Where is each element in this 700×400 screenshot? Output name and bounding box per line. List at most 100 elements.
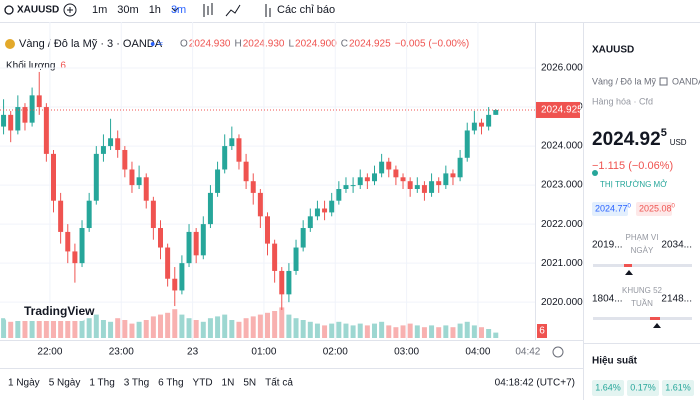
candle-body [1,114,7,127]
range-button[interactable]: 5N [243,378,256,389]
dropdown[interactable] [171,7,179,12]
candle-body [222,146,228,170]
volume-bar [108,321,114,338]
ohlc-value: 2024.925 [349,39,391,50]
volume-bar [186,318,192,338]
candle-body [300,228,306,248]
candle-body [257,192,263,217]
candle-body [100,146,106,154]
ohlc-label: C [341,39,348,50]
volume-bar [15,315,21,338]
volume-bar [379,321,385,338]
perf-value: 1.61% [665,382,691,392]
candle-body [265,216,270,244]
ohlc-value: 2024.930 [189,39,231,50]
volume-bar [29,316,35,338]
volume-bar [8,321,14,338]
volume-bar [229,320,235,338]
year-label: KHUNG 52 [622,286,663,295]
volume-bar [165,312,171,338]
volume-bar [1,318,7,338]
candle-body [122,149,128,170]
candle-body [336,188,342,201]
range-button[interactable]: 1 Ngày [8,378,40,389]
interval[interactable]: 30m [117,4,138,16]
legend-change: −0.005 (−0.00%) [395,39,470,50]
range-button[interactable]: 1 Thg [89,378,114,389]
bid: 2024.77 [595,203,628,213]
candle-body [72,251,78,264]
volume-tag-label: 6 [539,326,545,337]
volume-bar [279,307,285,338]
candle-body [436,181,442,186]
candle-body [400,177,406,182]
candle-body [229,138,235,147]
candle-body [357,177,363,186]
candle-body [93,153,99,201]
year-range-marker [653,323,661,328]
interval[interactable]: 1h [149,4,161,16]
candle-body [136,177,142,186]
volume-bar [393,327,399,338]
logo: TradingView [24,304,95,318]
range-button[interactable]: 6 Thg [158,378,183,389]
volume-bar [172,309,178,338]
x-tick-label: 23 [187,347,199,358]
candle-body [22,107,28,123]
x-tick-label: 02:00 [323,347,348,358]
candle-body [464,130,470,158]
interval[interactable]: 3m [171,4,186,16]
volume-bar [343,323,349,338]
symbol[interactable]: XAUUSD [17,5,59,16]
volume-value: 6 [60,61,66,72]
panel-exchange: OANDA [672,76,700,86]
candle-body [322,208,328,213]
panel-status: THỊ TRƯỜNG MỞ [600,180,667,189]
candle-body [86,200,92,229]
perf-box [662,380,694,396]
candle-body [43,107,49,154]
clock: 04:18:42 (UTC+7) [495,378,575,389]
panel-name: Vàng / Đô la Mỹ [592,76,657,86]
candle-body [108,138,114,147]
volume-bar [400,325,406,338]
volume-bar [450,327,456,338]
candle-body [179,263,185,291]
candle-body [350,185,356,187]
volume-bar [100,320,106,338]
candle-body [372,173,377,182]
add-icon-plus [67,7,73,13]
interval[interactable]: 1m [92,4,107,16]
candle-body [250,181,256,193]
volume-bar [257,314,263,338]
x-tick-label: 04:42 [515,347,540,358]
volume-bar [36,311,42,338]
settings-icon[interactable] [552,346,564,358]
range-button[interactable]: 1N [222,378,235,389]
range-button[interactable]: Tất cả [265,377,293,389]
indicators-button[interactable]: Các chỉ báo [277,4,335,16]
add-icon[interactable] [63,3,77,17]
candle-icon[interactable] [203,3,213,17]
perf-box [627,380,659,396]
candle-body [29,95,35,123]
range-button[interactable]: 3 Thg [124,378,149,389]
area-icon[interactable] [225,4,241,17]
candle-body [15,107,21,131]
volume-bar [493,332,499,338]
volume-bar [443,325,449,338]
y-tick-label: 2023.000 [541,180,583,191]
year-high: 2148... [661,294,692,305]
x-tick-label: 23:00 [109,347,134,358]
candle-body [286,270,292,295]
candle-body [272,243,278,271]
range-button[interactable]: 5 Ngày [49,378,81,389]
volume-bar [364,325,370,338]
indicator-icon[interactable] [265,4,271,17]
volume-bar [200,321,206,338]
volume-bar [300,320,306,338]
search-icon[interactable] [4,5,14,15]
range-button[interactable]: YTD [193,378,213,389]
ohlc-label: L [288,39,294,50]
